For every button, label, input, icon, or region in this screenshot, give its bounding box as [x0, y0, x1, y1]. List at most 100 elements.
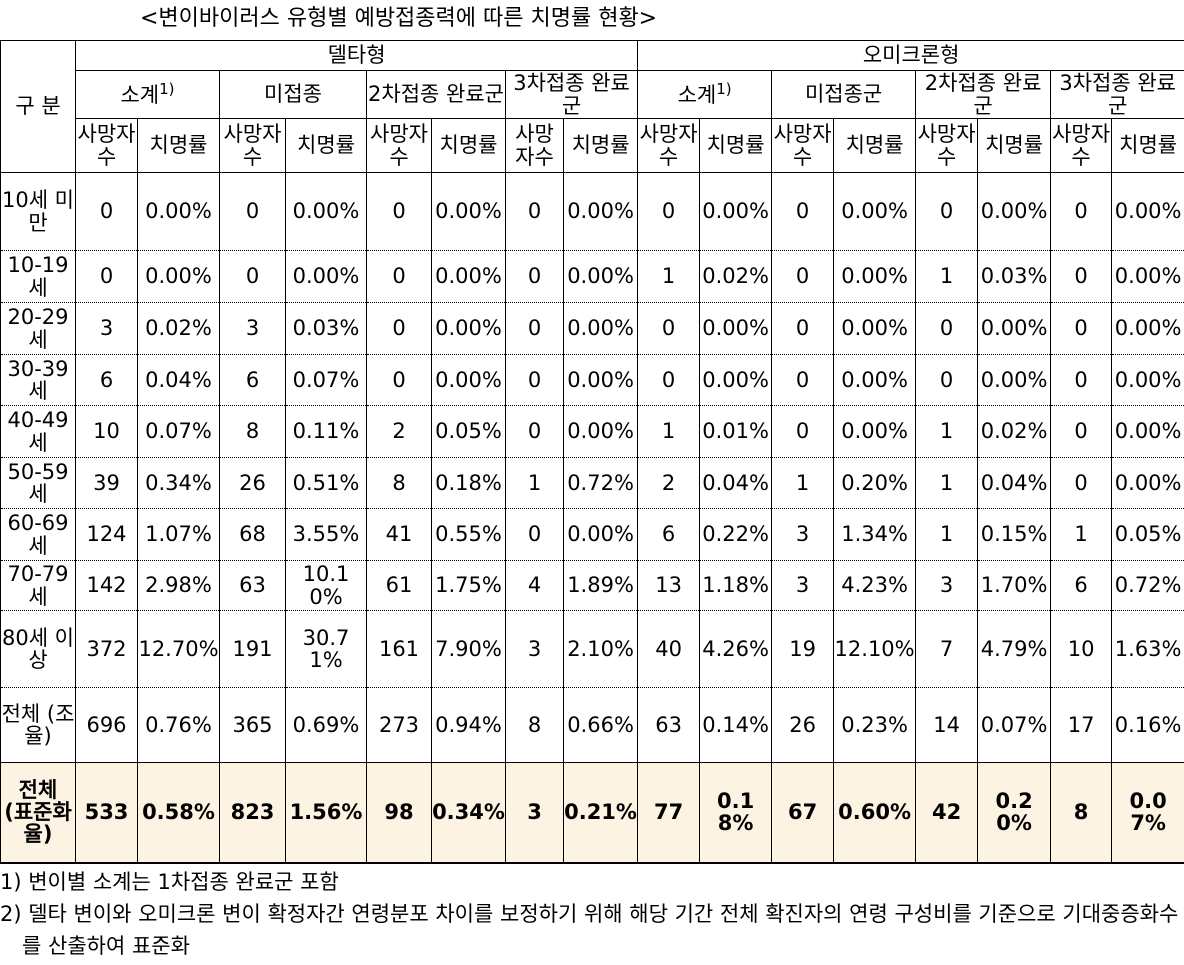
fatality-rate: 0.00%: [285, 250, 367, 303]
death-count: 1: [915, 250, 979, 303]
death-count: 41: [366, 508, 432, 561]
death-count: 1: [915, 457, 979, 509]
death-count: 0: [366, 172, 432, 251]
group-header: 3차접종 완료군: [1050, 70, 1184, 119]
fatality-rate: 12.10%: [833, 610, 917, 688]
death-count: 7: [915, 610, 979, 688]
death-count: 98: [366, 762, 432, 864]
fatality-rate: 1.56%: [285, 762, 367, 864]
death-count: 0: [637, 302, 701, 355]
death-count: 6: [637, 508, 701, 561]
fatality-rate: 0.07%: [285, 354, 367, 406]
sub-header: 사망자수: [637, 118, 701, 173]
fatality-rate: 0.00%: [699, 172, 773, 251]
death-count: 40: [637, 610, 701, 688]
fatality-rate: 0.00%: [699, 302, 773, 355]
fatality-rate: 0.11%: [285, 405, 367, 458]
death-count: 0: [505, 302, 564, 355]
death-count: 0: [219, 172, 286, 251]
death-count: 0: [771, 250, 835, 303]
death-count: 0: [505, 172, 564, 251]
sub-header: 치명률: [833, 118, 917, 173]
fatality-rate: 0.05%: [1111, 508, 1184, 561]
fatality-rate: 1.07%: [137, 508, 220, 561]
sub-header: 치명률: [285, 118, 367, 173]
death-count: 124: [75, 508, 138, 561]
death-count: 2: [366, 405, 432, 458]
sub-header: 치명률: [562, 118, 639, 173]
fatality-rate: 0.58%: [137, 762, 220, 864]
fatality-rate: 0.34%: [431, 762, 506, 864]
group-header: 미접종: [219, 70, 367, 119]
death-count: 372: [75, 610, 138, 688]
fatality-rate: 0.00%: [833, 302, 917, 355]
death-count: 0: [505, 405, 564, 458]
sub-header: 치명률: [977, 118, 1052, 173]
fatality-rate: 0.72%: [1111, 560, 1184, 611]
fatality-rate: 0.66%: [562, 687, 639, 763]
group-label: 소계: [677, 83, 717, 108]
row-label: 60-69세: [0, 508, 76, 561]
death-count: 1: [1050, 508, 1113, 561]
death-count: 6: [1050, 560, 1113, 611]
fatality-rate: 0.22%: [699, 508, 773, 561]
footnote-ref: 1): [716, 80, 732, 99]
fatality-rate: 0.02%: [137, 302, 220, 355]
death-count: 1: [505, 457, 564, 509]
death-count: 0: [915, 354, 979, 406]
death-count: 6: [219, 354, 286, 406]
sub-header: 사망자수: [366, 118, 432, 173]
footnote-ref: 1): [159, 80, 175, 99]
death-count: 0: [505, 354, 564, 406]
fatality-rate: 1.34%: [833, 508, 917, 561]
fatality-rate: 0.07%: [977, 687, 1052, 763]
fatality-rate: 4.26%: [699, 610, 773, 688]
fatality-rate: 1.18%: [699, 560, 773, 611]
fatality-rate: 0.00%: [431, 354, 506, 406]
death-count: 0: [771, 302, 835, 355]
group-label: 2차접종 완료군: [368, 82, 504, 107]
fatality-rate: 0.18%: [699, 762, 773, 864]
fatality-rate: 0.00%: [1111, 354, 1184, 406]
row-label: 전체 (조율): [0, 687, 76, 763]
variant-header: 오미크론형: [637, 40, 1184, 71]
death-count: 8: [505, 687, 564, 763]
group-header: 소계1): [637, 70, 773, 119]
fatality-rate: 0.00%: [431, 250, 506, 303]
fatality-rate: 0.51%: [285, 457, 367, 509]
death-count: 77: [637, 762, 701, 864]
variant-header: 델타형: [74, 40, 639, 71]
fatality-rate: 0.69%: [285, 687, 367, 763]
death-count: 8: [219, 405, 286, 458]
fatality-rate: 1.70%: [977, 560, 1052, 611]
group-header: 2차접종 완료군: [366, 70, 506, 119]
fatality-rate: 0.00%: [977, 172, 1052, 251]
sub-header: 치명률: [1111, 118, 1184, 173]
sub-header: 사망자수: [1050, 118, 1113, 173]
death-count: 0: [1050, 354, 1113, 406]
death-count: 14: [915, 687, 979, 763]
death-count: 6: [75, 354, 138, 406]
death-count: 0: [637, 354, 701, 406]
fatality-rate: 1.75%: [431, 560, 506, 611]
death-count: 0: [366, 354, 432, 406]
death-count: 4: [505, 560, 564, 611]
fatality-rate: 12.70%: [137, 610, 220, 688]
death-count: 0: [366, 302, 432, 355]
death-count: 42: [915, 762, 979, 864]
footnote: 1) 변이별 소계는 1차접종 완료군 포함: [0, 870, 339, 894]
death-count: 8: [1050, 762, 1113, 864]
fatality-rate: 1.63%: [1111, 610, 1184, 688]
row-label: 70-79세: [0, 560, 76, 611]
fatality-rate: 4.23%: [833, 560, 917, 611]
footnotes: 1) 변이별 소계는 1차접종 완료군 포함 2) 델타 변이와 오미크론 변이 …: [0, 866, 1184, 962]
fatality-rate: 0.03%: [977, 250, 1052, 303]
death-count: 19: [771, 610, 835, 688]
death-count: 142: [75, 560, 138, 611]
fatality-rate: 0.76%: [137, 687, 220, 763]
group-label: 미접종: [264, 82, 322, 107]
fatality-rate: 0.21%: [562, 762, 639, 864]
group-label: 3차접종 완료군: [1059, 71, 1176, 118]
death-count: 0: [1050, 405, 1113, 458]
death-count: 696: [75, 687, 138, 763]
